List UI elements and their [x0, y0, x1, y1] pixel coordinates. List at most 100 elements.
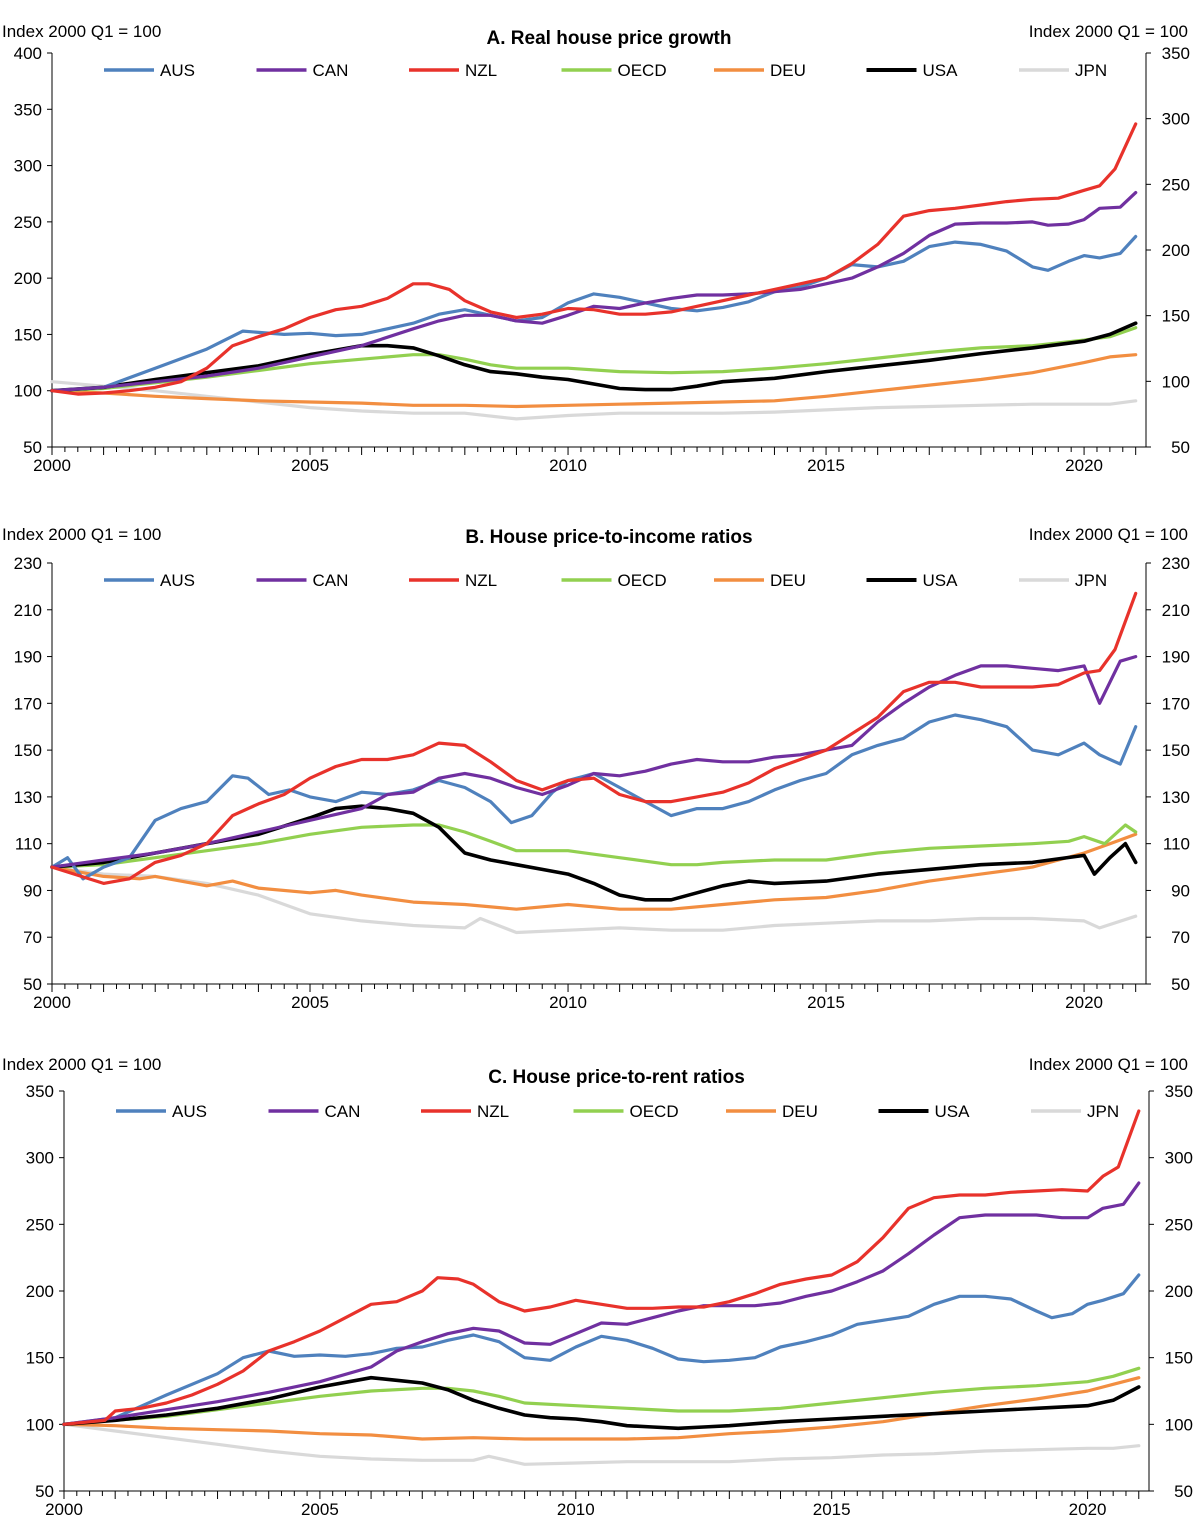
- series-line-nzl: [62, 1109, 1141, 1426]
- y-axis-label-left: Index 2000 Q1 = 100: [2, 1055, 161, 1074]
- y-tick-label-left: 300: [14, 157, 42, 176]
- legend-label-usa: USA: [923, 61, 959, 80]
- x-tick-label: 2020: [1065, 456, 1103, 475]
- y-tick-label-right: 50: [1171, 438, 1190, 457]
- legend-label-can: CAN: [313, 61, 349, 80]
- y-tick-label-left: 150: [14, 741, 42, 760]
- series-line-can: [50, 191, 1138, 393]
- chart-panel-2: 50 70 90 110 130 150 170 190 210 230 50 70 90 110 130 1…: [2, 525, 1190, 1012]
- y-tick-label-left: 350: [14, 100, 42, 119]
- x-tick-label: 2020: [1069, 1500, 1107, 1519]
- series-line-oecd: [50, 823, 1138, 869]
- y-tick-label-left: 350: [26, 1082, 54, 1101]
- legend-label-oecd: OECD: [630, 1102, 679, 1121]
- y-tick-label-right: 70: [1171, 928, 1190, 947]
- y-tick-label-right: 100: [1162, 372, 1190, 391]
- series-line-usa: [62, 1375, 1141, 1431]
- y-axis-label-left: Index 2000 Q1 = 100: [2, 525, 161, 544]
- y-tick-label-left: 300: [26, 1149, 54, 1168]
- legend: AUS CAN NZL OECD DEU USA JPN: [104, 61, 1107, 80]
- y-tick-label-left: 250: [14, 213, 42, 232]
- x-tick-label: 2015: [807, 993, 845, 1012]
- series-line-jpn: [50, 865, 1138, 935]
- y-tick-label-left: 70: [23, 928, 42, 947]
- y-tick-label-right: 100: [1165, 1415, 1193, 1434]
- legend-label-deu: DEU: [770, 61, 806, 80]
- y-tick-label-right: 210: [1162, 601, 1190, 620]
- y-tick-label-left: 110: [15, 835, 42, 854]
- y-tick-label-left: 50: [23, 975, 42, 994]
- y-tick-label-right: 130: [1162, 788, 1190, 807]
- y-tick-label-right: 350: [1162, 44, 1190, 63]
- y-axis-label-left: Index 2000 Q1 = 100: [2, 22, 161, 41]
- y-tick-label-left: 90: [23, 881, 42, 900]
- x-tick-label: 2020: [1065, 993, 1103, 1012]
- legend-label-deu: DEU: [782, 1102, 818, 1121]
- legend-label-aus: AUS: [172, 1102, 207, 1121]
- y-tick-label-left: 150: [26, 1349, 54, 1368]
- legend-label-jpn: JPN: [1087, 1102, 1119, 1121]
- series-line-oecd: [62, 1366, 1141, 1426]
- legend-label-nzl: NZL: [465, 61, 497, 80]
- y-tick-label-right: 50: [1171, 975, 1190, 994]
- legend-label-nzl: NZL: [477, 1102, 509, 1121]
- series-line-aus: [62, 1273, 1141, 1426]
- series-line-nzl: [50, 122, 1138, 396]
- chart-panel-1: 50 100 150 200 250 300 350 400 50 100 150 200 250 300…: [2, 22, 1190, 475]
- y-tick-label-left: 50: [35, 1482, 54, 1501]
- y-tick-label-right: 150: [1162, 307, 1190, 326]
- y-tick-label-right: 110: [1163, 835, 1190, 854]
- chart-panel-3: 50 100 150 200 250 300 350 50 100 150 200 250 300 350…: [2, 1055, 1193, 1519]
- y-tick-label-left: 130: [14, 788, 42, 807]
- y-tick-label-left: 230: [14, 554, 42, 573]
- chart-title: B. House price-to-income ratios: [465, 527, 752, 548]
- y-tick-label-right: 90: [1171, 881, 1190, 900]
- legend-label-can: CAN: [313, 571, 349, 590]
- y-tick-label-left: 170: [14, 694, 42, 713]
- series-line-usa: [50, 321, 1138, 393]
- legend-label-deu: DEU: [770, 571, 806, 590]
- x-tick-label: 2010: [557, 1500, 595, 1519]
- legend-label-jpn: JPN: [1075, 61, 1107, 80]
- x-tick-label: 2005: [291, 456, 329, 475]
- legend: AUS CAN NZL OECD DEU USA JPN: [116, 1102, 1119, 1121]
- series-line-aus: [50, 234, 1138, 393]
- legend-label-jpn: JPN: [1075, 571, 1107, 590]
- legend-label-oecd: OECD: [618, 61, 667, 80]
- x-tick-label: 2000: [33, 456, 71, 475]
- series-line-can: [50, 654, 1138, 869]
- y-tick-label-right: 250: [1165, 1215, 1193, 1234]
- x-tick-label: 2015: [807, 456, 845, 475]
- x-tick-label: 2015: [813, 1500, 851, 1519]
- y-tick-label-left: 190: [14, 648, 42, 667]
- y-tick-label-left: 250: [26, 1215, 54, 1234]
- y-tick-label-right: 190: [1162, 648, 1190, 667]
- legend-label-usa: USA: [935, 1102, 971, 1121]
- y-tick-label-left: 50: [23, 438, 42, 457]
- y-tick-label-right: 50: [1174, 1482, 1193, 1501]
- chart-title: C. House price-to-rent ratios: [488, 1067, 745, 1088]
- y-tick-label-left: 210: [14, 601, 42, 620]
- series-line-deu: [50, 832, 1138, 911]
- y-tick-label-left: 150: [14, 325, 42, 344]
- y-tick-label-right: 200: [1162, 241, 1190, 260]
- x-tick-label: 2005: [291, 993, 329, 1012]
- series-line-deu: [62, 1376, 1141, 1441]
- y-axis-label-right: Index 2000 Q1 = 100: [1029, 525, 1188, 544]
- series-line-oecd: [50, 326, 1138, 393]
- legend-label-usa: USA: [923, 571, 959, 590]
- series-line-deu: [50, 353, 1138, 409]
- legend: AUS CAN NZL OECD DEU USA JPN: [104, 571, 1107, 590]
- y-tick-label-right: 230: [1162, 554, 1190, 573]
- x-tick-label: 2010: [549, 993, 587, 1012]
- chart-title: A. Real house price growth: [487, 28, 732, 49]
- y-tick-label-right: 300: [1165, 1149, 1193, 1168]
- legend-label-can: CAN: [325, 1102, 361, 1121]
- y-tick-label-right: 150: [1162, 741, 1190, 760]
- y-tick-label-right: 250: [1162, 175, 1190, 194]
- y-tick-label-right: 170: [1162, 694, 1190, 713]
- y-tick-label-left: 100: [26, 1415, 54, 1434]
- y-tick-label-right: 350: [1165, 1082, 1193, 1101]
- y-tick-label-left: 200: [14, 269, 42, 288]
